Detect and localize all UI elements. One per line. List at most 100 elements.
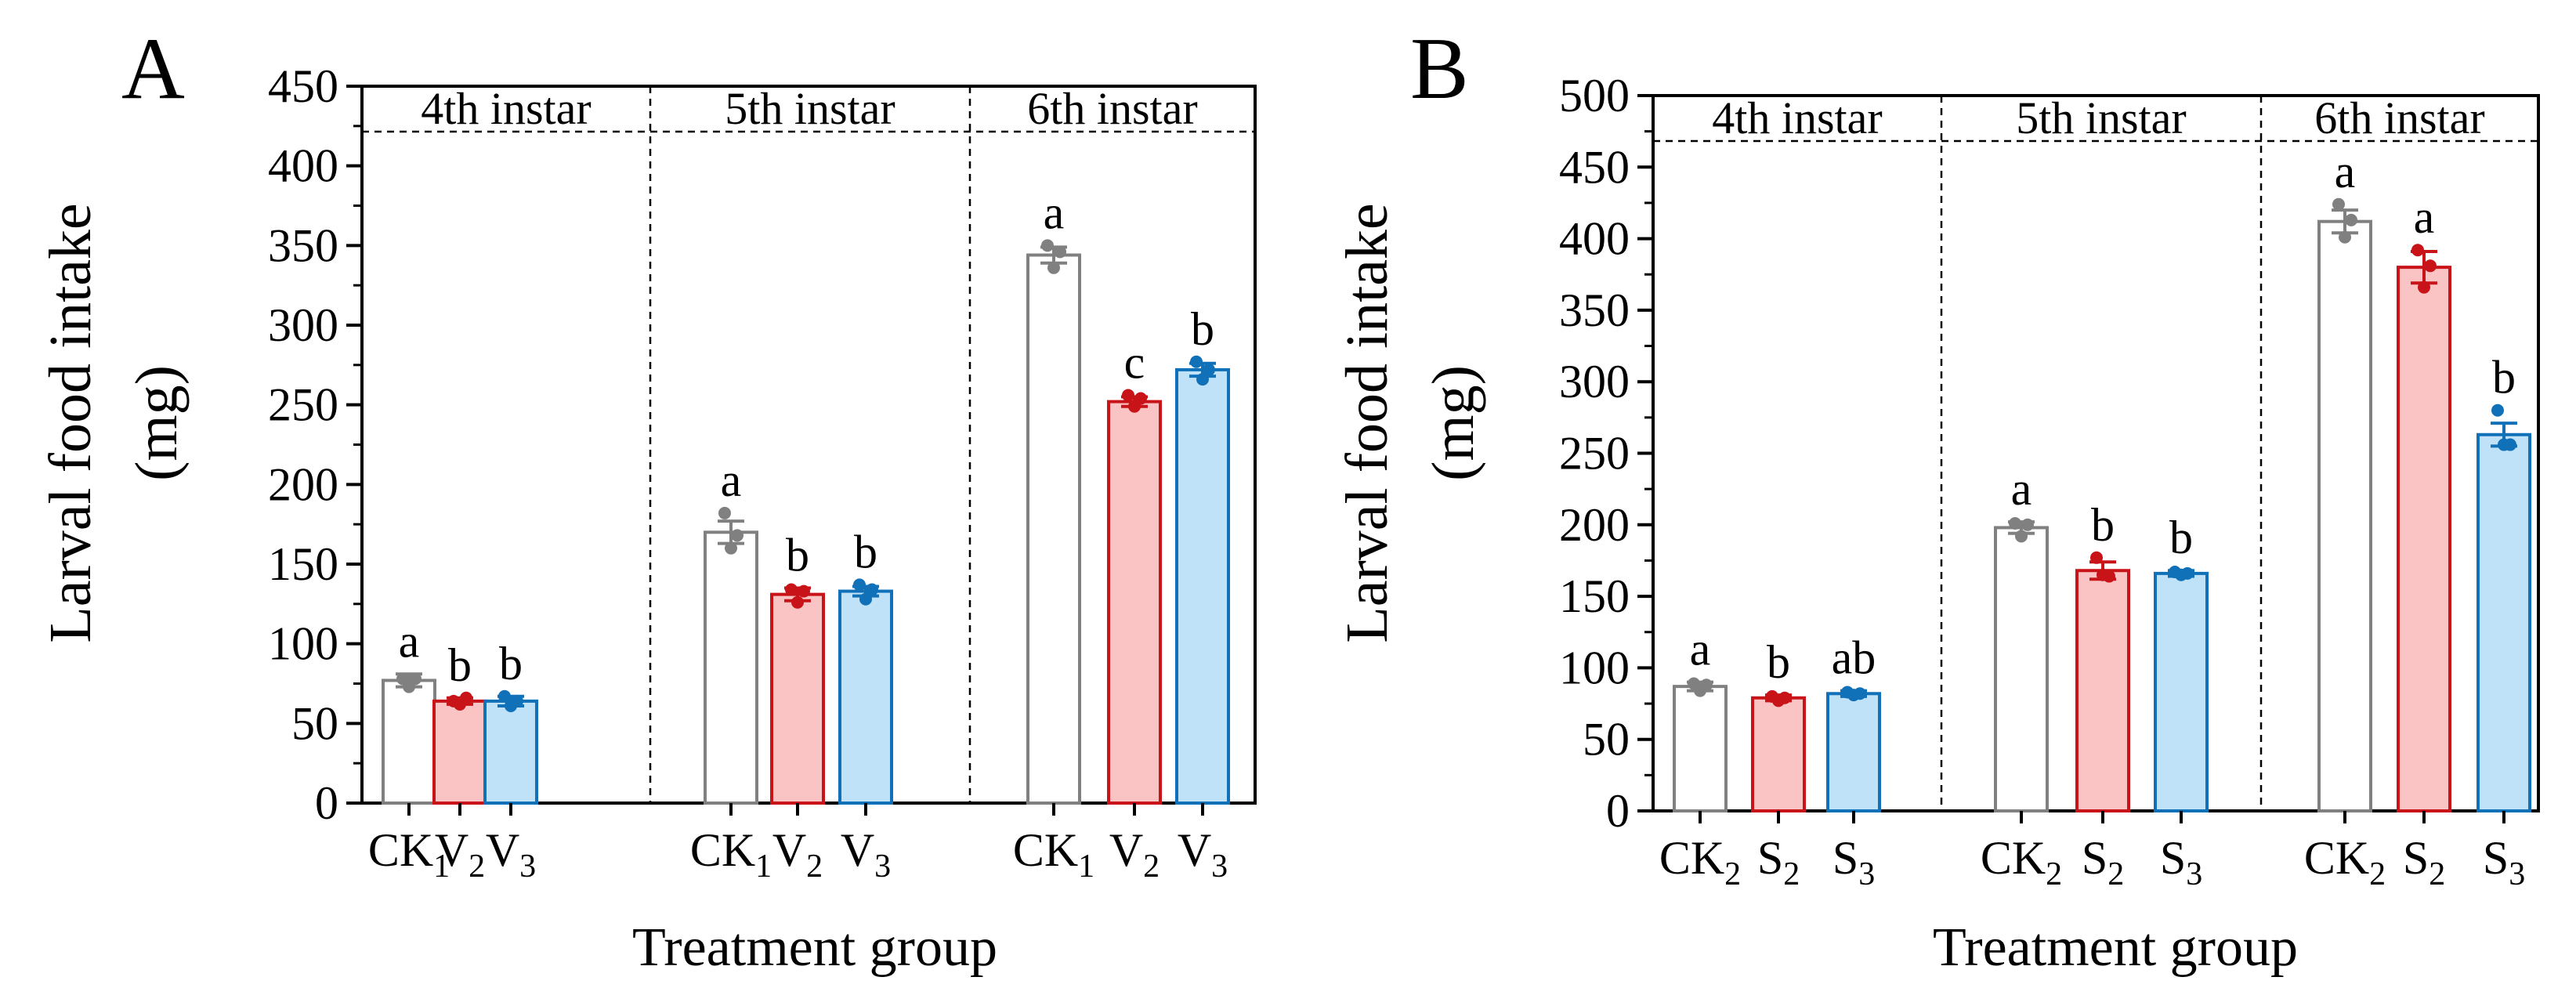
stage-label: 5th instar — [2016, 92, 2186, 143]
bar — [2075, 569, 2130, 812]
x-tick-label: S2 — [2082, 832, 2124, 892]
x-tick-label-main: CK — [1981, 832, 2046, 884]
significance-letter: b — [1767, 636, 1790, 688]
x-tick-label: V3 — [1178, 824, 1228, 885]
x-tick-label-main: S — [2483, 832, 2509, 884]
x-tick-label-subscript: 2 — [469, 849, 485, 885]
data-point — [1122, 389, 1134, 402]
data-point — [859, 592, 872, 606]
data-point — [866, 583, 878, 596]
x-tick-label: V2 — [772, 824, 823, 885]
x-tick-label: S2 — [1757, 832, 1800, 892]
x-tick-label-subscript: 2 — [1783, 856, 1800, 892]
y-axis-label-line1: Larval food intake — [38, 203, 103, 642]
data-point — [2021, 518, 2034, 531]
x-tick-label-subscript: 1 — [755, 849, 772, 885]
data-point — [1041, 239, 1054, 252]
y-axis-label-line2: (mg) — [124, 365, 190, 481]
y-tick-label: 400 — [1559, 213, 1630, 265]
x-tick-label-subscript: 2 — [2046, 856, 2062, 892]
x-tick-label: S3 — [2483, 832, 2525, 892]
x-tick-label-main: V — [841, 824, 874, 876]
stage-label: 6th instar — [2314, 92, 2484, 143]
bar — [770, 592, 825, 805]
x-tick-label-main: CK — [368, 824, 433, 876]
significance-letter: b — [2091, 499, 2115, 551]
data-point — [1700, 679, 1713, 692]
data-point — [2345, 213, 2357, 226]
data-point — [1203, 363, 1215, 376]
x-tick-label-main: V — [435, 824, 469, 876]
x-tick-label-subscript: 2 — [2369, 856, 2386, 892]
x-tick-label: CK2 — [2304, 832, 2386, 892]
data-point — [1190, 355, 1203, 368]
significance-letter: b — [2492, 352, 2516, 403]
x-tick-label: V3 — [486, 824, 536, 885]
significance-letter: b — [1191, 303, 1214, 355]
bar — [1107, 400, 1162, 805]
significance-letter: a — [721, 454, 742, 506]
x-tick-label-subscript: 3 — [2509, 856, 2525, 892]
panel-a: A Larval food intake (mg) Treatment grou… — [38, 20, 1257, 978]
x-tick-label-subscript: 1 — [433, 849, 450, 885]
x-tick-label-subscript: 3 — [519, 849, 536, 885]
x-tick-label: V3 — [841, 824, 891, 885]
x-tick-label-main: V — [1178, 824, 1211, 876]
x-tick-label: CK1 — [690, 824, 772, 885]
significance-letter: a — [1044, 186, 1065, 238]
x-tick-label-subscript: 3 — [2186, 856, 2202, 892]
bar — [2477, 432, 2531, 813]
y-tick-label: 450 — [268, 60, 338, 112]
significance-letter: a — [399, 615, 420, 667]
stage-label: 6th instar — [1027, 83, 1197, 134]
x-tick-label-main: CK — [1013, 824, 1078, 876]
significance-letter: a — [2011, 463, 2032, 515]
data-point — [511, 694, 523, 707]
x-tick-label: CK1 — [368, 824, 450, 885]
bar — [1751, 696, 1806, 812]
bar — [2154, 571, 2209, 812]
y-tick-label: 500 — [1559, 70, 1630, 121]
x-tick-label-main: V — [1109, 824, 1143, 876]
data-point — [798, 584, 810, 598]
data-point — [853, 578, 866, 592]
data-point — [460, 691, 472, 704]
y-tick-label: 0 — [315, 777, 338, 829]
data-point — [791, 595, 804, 609]
panel-letter-b: B — [1410, 20, 1469, 118]
x-tick-label-main: S — [2082, 832, 2107, 884]
significance-letter: b — [448, 639, 472, 691]
bar — [2397, 266, 2451, 812]
data-point — [2411, 244, 2424, 257]
data-point — [1054, 245, 1066, 259]
significance-letter: b — [854, 526, 877, 577]
x-tick-label-main: V — [772, 824, 806, 876]
significance-letter: c — [1124, 336, 1145, 388]
x-tick-label: S3 — [2160, 832, 2202, 892]
x-tick-label-main: V — [486, 824, 519, 876]
x-tick-label: CK1 — [1013, 824, 1094, 885]
y-tick-label: 0 — [1606, 785, 1630, 837]
x-tick-label-subscript: 2 — [2107, 856, 2124, 892]
data-point — [1134, 392, 1147, 405]
bar — [382, 679, 436, 805]
data-point — [2418, 280, 2430, 294]
y-tick-label: 100 — [1559, 642, 1630, 693]
y-tick-label: 50 — [1583, 714, 1630, 765]
x-tick-label: V2 — [435, 824, 485, 885]
bar — [2317, 219, 2372, 812]
bar — [1994, 526, 2049, 813]
significance-letter: b — [499, 638, 523, 689]
y-axis-label-line2: (mg) — [1420, 365, 1486, 481]
significance-letter: ab — [1832, 632, 1876, 684]
panel-letter-a: A — [121, 20, 185, 118]
panel-b: B Larval food intake (mg) Treatment grou… — [1334, 20, 2540, 978]
x-tick-label-main: CK — [1659, 832, 1724, 884]
data-point — [2015, 530, 2028, 543]
x-tick-label: S2 — [2403, 832, 2445, 892]
data-point — [2090, 551, 2103, 564]
y-axis-label-line1: Larval food intake — [1334, 203, 1400, 642]
bar — [838, 589, 893, 805]
significance-letter: a — [1690, 624, 1711, 675]
